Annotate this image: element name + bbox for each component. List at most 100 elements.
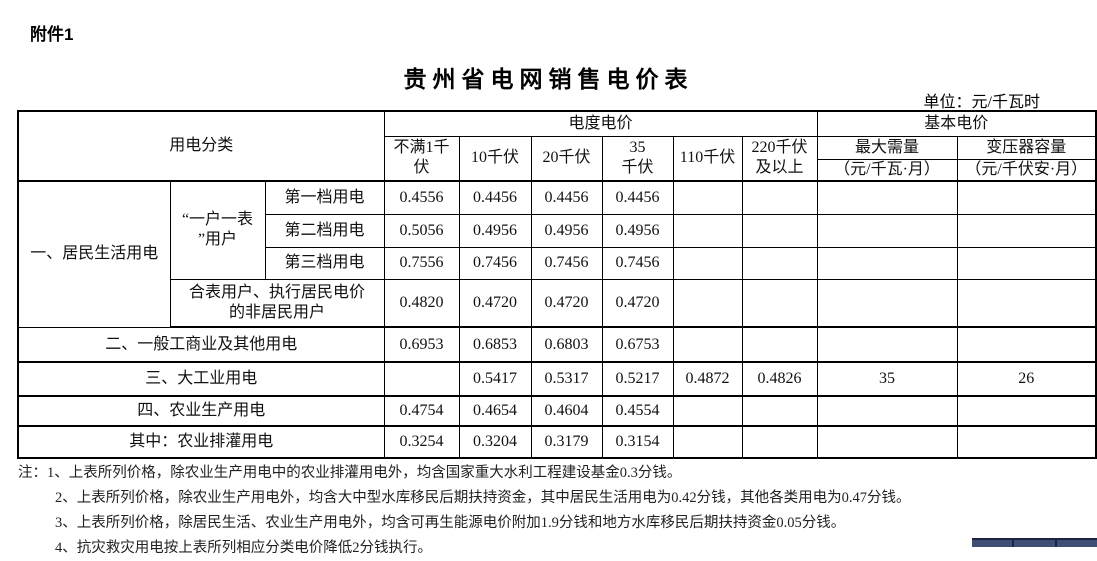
footnotes: 注：1、上表所列价格，除农业生产用电中的农业排灌用电外，均含国家重大水利工程建设…	[18, 461, 1090, 561]
table-row: 合表用户、执行居民电价 的非居民用户 0.4820 0.4720 0.4720 …	[18, 278, 1097, 328]
price-cell: 0.4956	[530, 213, 603, 248]
row-label-agri-irrigation: 其中：农业排灌用电	[17, 425, 385, 459]
header-classification: 用电分类	[17, 110, 385, 182]
footnote-line: 2、上表所列价格，除农业生产用电外，均含大中型水库移民后期扶持资金，其中居民生活…	[55, 490, 911, 506]
page-title: 贵州省电网销售电价表	[403, 66, 694, 92]
price-cell	[741, 278, 818, 328]
price-cell: 0.3204	[458, 425, 532, 459]
row-label-one-meter-group: “一户一表 ”用户	[169, 180, 266, 280]
price-cell: 0.4604	[530, 395, 603, 427]
price-cell: 35	[816, 361, 958, 397]
price-cell: 0.4754	[383, 395, 460, 427]
price-cell	[741, 180, 818, 215]
bottom-right-clipped-element	[972, 538, 1097, 547]
price-cell: 0.3154	[601, 425, 674, 459]
price-cell	[816, 180, 958, 215]
table-row: 第三档用电 0.7556 0.7456 0.7456 0.7456	[18, 246, 1097, 280]
price-cell: 0.5217	[601, 361, 674, 397]
price-cell: 0.3254	[383, 425, 460, 459]
price-cell: 0.5417	[458, 361, 532, 397]
price-cell: 0.4720	[601, 278, 674, 328]
price-cell: 0.4956	[458, 213, 532, 248]
header-energy-price-group: 电度电价	[383, 110, 818, 137]
price-cell	[956, 395, 1097, 427]
price-cell	[956, 326, 1097, 363]
price-cell	[816, 425, 958, 459]
price-cell: 0.3179	[530, 425, 603, 459]
price-cell	[383, 361, 460, 397]
table-row: 三、大工业用电 0.5417 0.5317 0.5217 0.4872 0.48…	[17, 361, 1097, 397]
price-cell: 0.5056	[383, 213, 460, 248]
row-label-combined-meter: 合表用户、执行居民电价 的非居民用户	[169, 278, 385, 328]
header-voltage-under1kv: 不满1千 伏	[383, 135, 460, 182]
price-cell: 0.7456	[530, 246, 603, 280]
price-cell	[672, 180, 743, 215]
table-row: 第二档用电 0.5056 0.4956 0.4956 0.4956	[18, 213, 1097, 248]
header-voltage-10kv: 10千伏	[458, 135, 532, 182]
header-max-demand: 最大需量	[816, 135, 958, 160]
price-cell	[956, 425, 1097, 459]
price-cell: 0.4456	[458, 180, 532, 215]
header-voltage-110kv: 110千伏	[672, 135, 743, 182]
price-cell	[672, 278, 743, 328]
price-cell: 26	[956, 361, 1097, 397]
price-cell	[956, 180, 1097, 215]
clipped-segment	[1014, 540, 1057, 547]
row-label-agriculture: 四、农业生产用电	[17, 395, 385, 427]
price-cell	[816, 326, 958, 363]
price-cell	[741, 395, 818, 427]
price-cell: 0.4720	[458, 278, 532, 328]
footnote-line: 3、上表所列价格，除居民生活、农业生产用电外，均含可再生能源电价附加1.9分钱和…	[55, 515, 846, 531]
unit-label: 单位：元/千瓦时	[923, 94, 1040, 111]
price-cell	[816, 395, 958, 427]
price-cell	[672, 246, 743, 280]
price-cell	[956, 246, 1097, 280]
table-row: 四、农业生产用电 0.4754 0.4654 0.4604 0.4554	[17, 395, 1097, 427]
row-label-tier2: 第二档用电	[264, 213, 385, 248]
footnote-line: 4、抗灾救灾用电按上表所列相应分类电价降低2分钱执行。	[55, 540, 432, 556]
row-label-residential: 一、居民生活用电	[17, 180, 171, 328]
price-cell: 0.4456	[601, 180, 674, 215]
price-cell	[816, 246, 958, 280]
price-cell	[672, 326, 743, 363]
header-voltage-20kv: 20千伏	[530, 135, 603, 182]
footnote-line: 注：1、上表所列价格，除农业生产用电中的农业排灌用电外，均含国家重大水利工程建设…	[18, 461, 1090, 486]
table-row: 其中：农业排灌用电 0.3254 0.3204 0.3179 0.3154	[17, 425, 1097, 459]
price-cell	[956, 213, 1097, 248]
price-cell: 0.4556	[383, 180, 460, 215]
price-cell	[956, 278, 1097, 328]
footnote-text: 1、上表所列价格，除农业生产用电中的农业排灌用电外，均含国家重大水利工程建设基金…	[47, 465, 682, 481]
price-cell	[672, 425, 743, 459]
price-cell: 0.6803	[530, 326, 603, 363]
price-cell: 0.4720	[530, 278, 603, 328]
header-basic-price-group: 基本电价	[816, 110, 1097, 137]
table-row: 一、居民生活用电 “一户一表 ”用户 第一档用电 0.4556 0.4456 0…	[17, 180, 1097, 328]
price-cell: 0.5317	[530, 361, 603, 397]
header-transformer-unit: （元/千伏安·月）	[956, 158, 1097, 182]
price-cell: 0.6953	[383, 326, 460, 363]
header-transformer-capacity: 变压器容量	[956, 135, 1097, 160]
price-cell	[741, 213, 818, 248]
price-cell: 0.4654	[458, 395, 532, 427]
footnote-prefix: 注：	[18, 465, 47, 481]
price-cell: 0.6853	[458, 326, 532, 363]
price-cell	[672, 213, 743, 248]
clipped-segment	[1057, 540, 1097, 547]
header-voltage-220kv: 220千伏 及以上	[741, 135, 818, 182]
price-cell: 0.7456	[601, 246, 674, 280]
price-cell: 0.4456	[530, 180, 603, 215]
price-cell: 0.7556	[383, 246, 460, 280]
price-cell	[741, 425, 818, 459]
price-cell: 0.4554	[601, 395, 674, 427]
price-cell	[816, 213, 958, 248]
price-cell	[672, 395, 743, 427]
price-cell: 0.6753	[601, 326, 674, 363]
price-cell: 0.4872	[672, 361, 743, 397]
row-label-tier3: 第三档用电	[264, 246, 385, 280]
price-cell: 0.4956	[601, 213, 674, 248]
price-cell: 0.4820	[383, 278, 460, 328]
header-max-demand-unit: （元/千瓦·月）	[816, 158, 958, 182]
row-label-general-commercial: 二、一般工商业及其他用电	[17, 326, 385, 363]
price-cell	[741, 246, 818, 280]
attachment-label: 附件1	[30, 25, 74, 44]
